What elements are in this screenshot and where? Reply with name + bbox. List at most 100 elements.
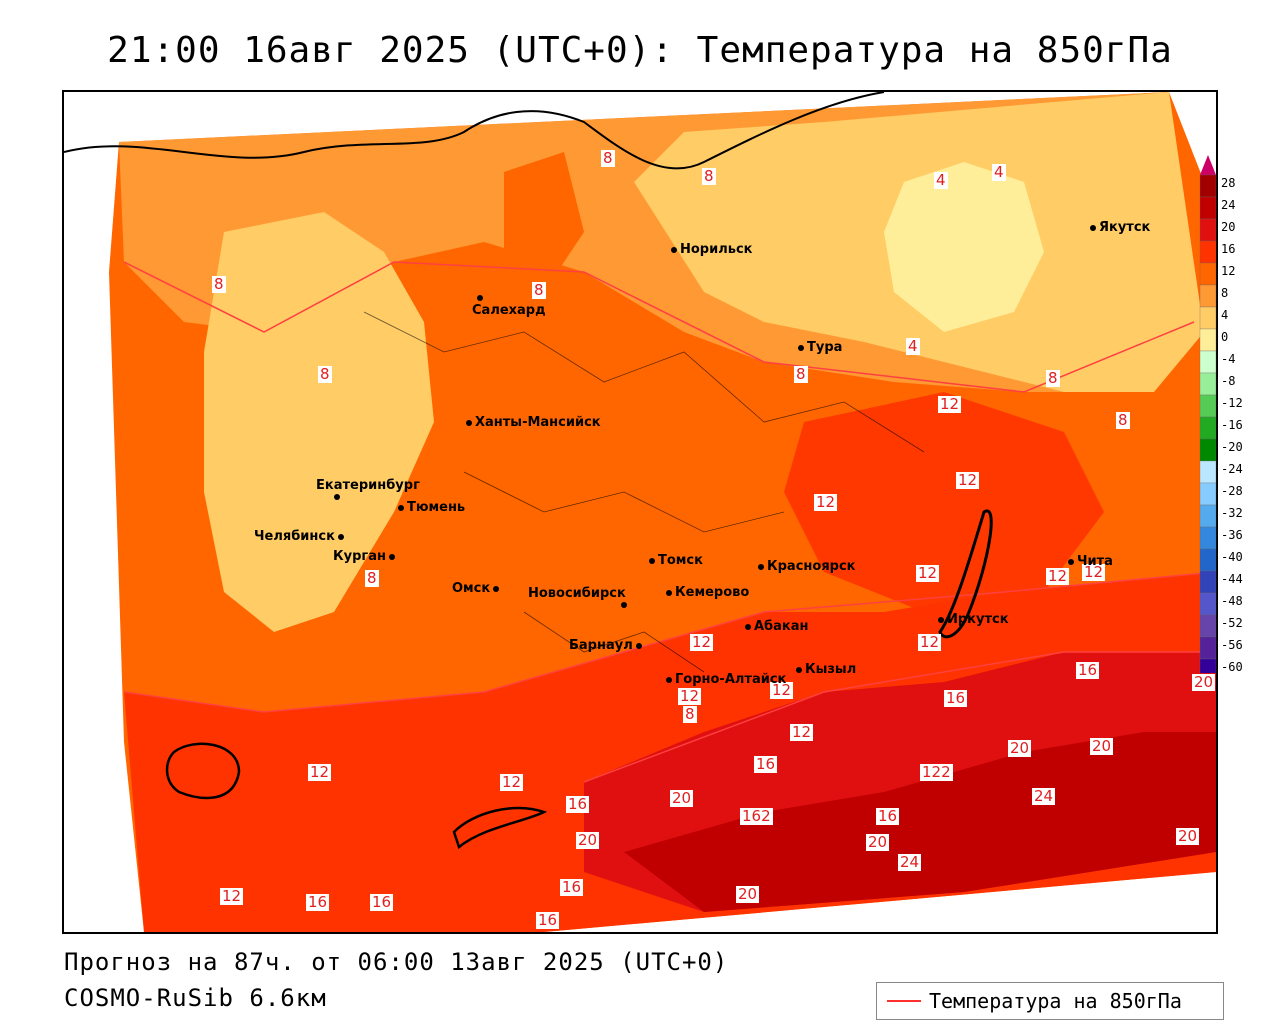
- contour-label: 8: [683, 705, 697, 723]
- contour-label: 12: [916, 564, 940, 582]
- contour-label: 8: [212, 275, 226, 293]
- contour-label: 8: [794, 365, 808, 383]
- colorbar-tick-label: 12: [1221, 264, 1236, 278]
- city-dot-icon: [666, 676, 672, 683]
- zone-urals-mild: [204, 212, 434, 632]
- city-marker[interactable]: Красноярск: [758, 559, 856, 574]
- city-marker[interactable]: Якутск: [1090, 220, 1150, 235]
- city-marker[interactable]: [621, 597, 630, 612]
- colorbar-swatch: [1199, 636, 1217, 660]
- model-info: COSMO-RuSib 6.6км: [64, 984, 327, 1012]
- colorbar-tick-label: -32: [1221, 506, 1243, 520]
- contour-label: 16: [370, 893, 394, 911]
- city-dot-icon: [398, 504, 404, 511]
- contour-label: 16: [566, 795, 590, 813]
- zone-taimyr: [504, 152, 584, 292]
- city-dot-icon: [1090, 224, 1096, 231]
- colorbar-tick-label: -8: [1221, 374, 1236, 388]
- city-marker[interactable]: Омск: [452, 581, 502, 596]
- city-label: Абакан: [754, 619, 809, 634]
- city-marker[interactable]: Чита: [1068, 554, 1113, 569]
- colorbar-swatch: [1199, 658, 1217, 673]
- city-marker[interactable]: Тюмень: [398, 500, 465, 515]
- colorbar-swatch: [1199, 504, 1217, 528]
- colorbar-swatch: [1199, 614, 1217, 638]
- contour-label: 4: [906, 337, 920, 355]
- colorbar-swatch: [1199, 240, 1217, 264]
- colorbar-swatch: [1199, 218, 1217, 242]
- city-marker[interactable]: Абакан: [745, 619, 809, 634]
- city-dot-icon: [796, 666, 802, 673]
- city-dot-icon: [493, 585, 500, 592]
- colorbar-tick-label: 28: [1221, 176, 1236, 190]
- colorbar-swatch: [1199, 284, 1217, 308]
- city-marker[interactable]: Барнаул: [569, 638, 645, 653]
- city-label: Кемерово: [675, 585, 750, 600]
- city-marker[interactable]: Кемерово: [666, 585, 749, 600]
- contour-label: 12: [308, 763, 332, 781]
- city-marker[interactable]: Горно-Алтайск: [666, 672, 786, 687]
- contour-label: 16: [754, 755, 778, 773]
- city-label: Тура: [807, 340, 843, 355]
- map-canvas: [64, 92, 1216, 932]
- city-marker[interactable]: Иркутск: [938, 612, 1009, 627]
- forecast-info: Прогноз на 87ч. от 06:00 13авг 2025 (UTC…: [64, 948, 729, 976]
- zone-yakutia-cold: [884, 162, 1044, 332]
- city-label: Челябинск: [254, 529, 335, 544]
- contour-label: 8: [318, 365, 332, 383]
- city-marker[interactable]: Томск: [649, 553, 703, 568]
- colorbar-swatch: [1199, 372, 1217, 396]
- city-dot-icon: [334, 493, 340, 500]
- city-dot-icon: [1068, 558, 1074, 565]
- city-marker[interactable]: [334, 489, 343, 504]
- city-marker-label[interactable]: Новосибирск: [528, 586, 626, 601]
- contour-label: 12: [690, 633, 714, 651]
- contour-line: [123, 571, 1216, 713]
- colorbar-swatch: [1199, 262, 1217, 286]
- city-marker[interactable]: Ханты-Мансийск: [466, 415, 601, 430]
- contour-label: 16: [1076, 661, 1100, 679]
- colorbar-swatch: [1199, 570, 1217, 594]
- contour-label: 24: [1032, 787, 1056, 805]
- colorbar-swatch: [1199, 482, 1217, 506]
- colorbar-tick-label: 4: [1221, 308, 1229, 322]
- contour-label: 12: [918, 633, 942, 651]
- city-dot-icon: [745, 623, 751, 630]
- city-label: Барнаул: [569, 638, 633, 653]
- lake-baikal: [938, 509, 993, 639]
- city-dot-icon: [758, 563, 764, 570]
- city-marker[interactable]: Челябинск: [254, 529, 347, 544]
- city-marker[interactable]: [477, 290, 486, 305]
- colorbar-tick-label: 20: [1221, 220, 1236, 234]
- contour-label: 8: [601, 149, 615, 167]
- contour-label: 20: [670, 789, 694, 807]
- legend-box: Температура на 850гПа: [876, 982, 1224, 1020]
- city-marker-label[interactable]: Салехард: [472, 303, 546, 318]
- city-dot-icon: [798, 344, 804, 351]
- contour-label: 20: [576, 831, 600, 849]
- colorbar-tick-label: -36: [1221, 528, 1243, 542]
- city-marker[interactable]: Тура: [798, 340, 842, 355]
- colorbar-tick-label: -56: [1221, 638, 1243, 652]
- colorbar-tick-label: -4: [1221, 352, 1236, 366]
- city-label: Иркутск: [947, 612, 1009, 627]
- colorbar-tick-label: 8: [1221, 286, 1229, 300]
- contour-label: 12: [1082, 563, 1106, 581]
- city-label: Омск: [452, 581, 491, 596]
- contour-label: 20: [1192, 673, 1216, 691]
- colorbar-swatch: [1199, 174, 1217, 198]
- city-marker[interactable]: Курган: [333, 549, 398, 564]
- city-marker-label[interactable]: Екатеринбург: [316, 478, 420, 493]
- caspian-sea: [165, 742, 241, 800]
- city-marker[interactable]: Кызыл: [796, 662, 856, 677]
- colorbar-swatch: [1199, 306, 1217, 330]
- city-label: Красноярск: [767, 559, 856, 574]
- contour-label: 8: [1116, 411, 1130, 429]
- colorbar-tick-label: 24: [1221, 198, 1236, 212]
- colorbar-swatch: [1199, 460, 1217, 484]
- city-dot-icon: [938, 616, 944, 623]
- colorbar-swatch: [1199, 350, 1217, 374]
- city-marker[interactable]: Норильск: [671, 242, 753, 257]
- colorbar-arrow-icon: [1200, 155, 1216, 175]
- map-title: 21:00 16авг 2025 (UTC+0): Температура на…: [107, 30, 1173, 71]
